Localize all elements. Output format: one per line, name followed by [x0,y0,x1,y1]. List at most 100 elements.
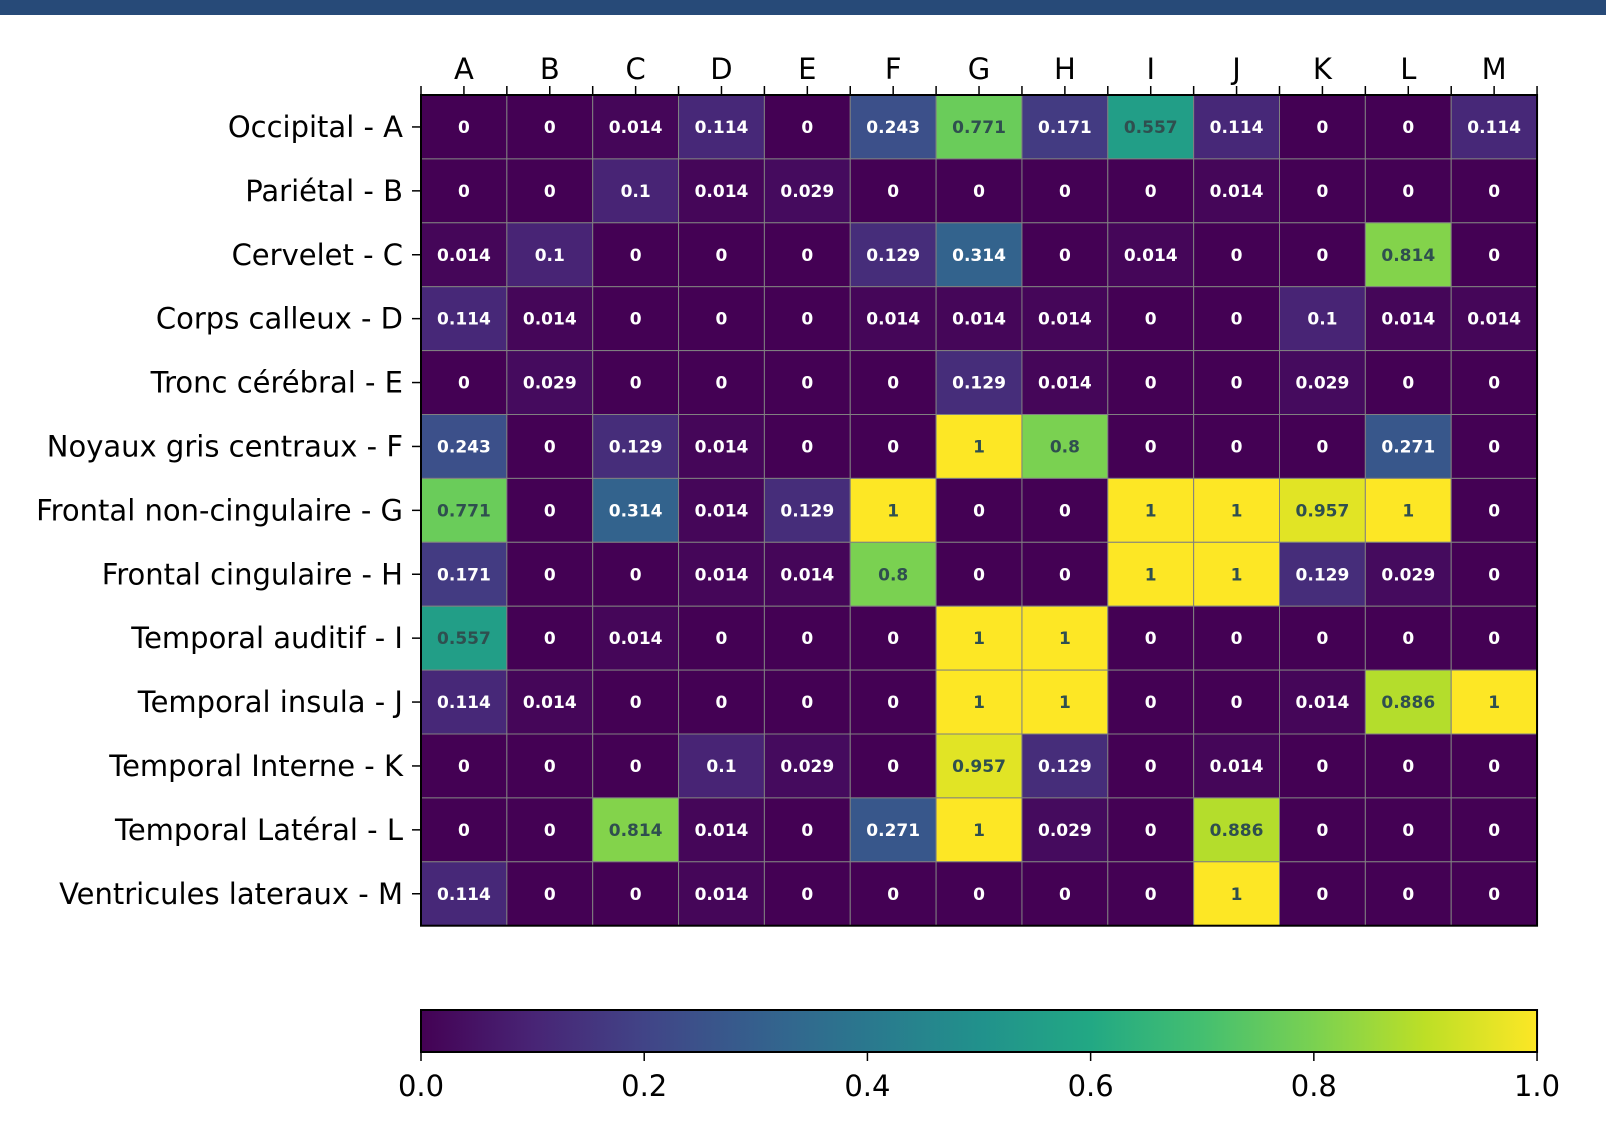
cell-value-label: 0 [801,246,813,266]
cell-value-label: 0 [1059,501,1071,521]
x-tick-label: A [454,52,474,86]
cell-value-label: 0.014 [1210,182,1264,202]
cell-value-label: 0.129 [866,246,920,266]
cell-value-label: 0.029 [780,757,834,777]
cell-value-label: 0 [1488,885,1500,905]
cell-value-label: 0.014 [523,310,577,330]
cell-value-label: 0.243 [866,118,920,138]
heatmap-cell [678,669,765,735]
heatmap-cell [678,541,765,607]
colorbar-tick-label: 0.2 [621,1069,667,1103]
header-bar [0,0,1606,15]
heatmap-cell [1107,222,1195,288]
heatmap-cell [1107,733,1195,799]
heatmap-cell [678,605,765,671]
cell-value-label: 0.129 [1038,757,1092,777]
heatmap-cell [592,222,680,288]
cell-value-label: 0.171 [1038,118,1092,138]
cell-value-label: 0.014 [695,821,749,841]
heatmap-cell [1021,222,1109,288]
cell-value-label: 0 [1317,885,1329,905]
heatmap-cell [1107,605,1195,671]
cell-value-label: 0.014 [866,310,920,330]
heatmap-cell [420,733,508,799]
cell-value-label: 1 [1231,565,1243,585]
heatmap-cell [1107,541,1195,607]
cell-value-label: 0.014 [695,501,749,521]
heatmap-cell [1364,541,1452,607]
cell-value-label: 0.014 [1038,374,1092,394]
cell-value-label: 0 [544,501,556,521]
cell-value-label: 0 [1145,437,1157,457]
cell-value-label: 0 [716,629,728,649]
heatmap-cell [763,797,851,863]
heatmap-cell [1364,286,1452,352]
y-tick-label: Temporal auditif - I [130,621,403,655]
cell-value-label: 0 [1488,182,1500,202]
heatmap-cell [1279,733,1366,799]
cell-value-label: 0 [801,437,813,457]
cell-value-label: 0 [801,629,813,649]
cell-value-label: 0 [801,693,813,713]
heatmap-cell [935,286,1023,352]
x-tick-label: J [1230,52,1241,86]
heatmap-cell [1364,669,1452,735]
cell-value-label: 0.1 [706,757,736,777]
cell-value-label: 0 [887,693,899,713]
cell-value-label: 0 [973,501,985,521]
heatmap-cell [678,414,765,479]
cell-value-label: 0 [973,565,985,585]
heatmap-cell [1364,158,1452,224]
cell-value-label: 0 [1317,118,1329,138]
y-tick-label: Corps calleux - D [156,302,403,336]
cell-value-label: 1 [1231,885,1243,905]
cell-value-label: 0.014 [952,310,1006,330]
x-tick-label: B [540,52,560,86]
heatmap-cell [592,350,680,416]
heatmap-cell [1279,286,1366,352]
heatmap-cell [849,861,937,927]
heatmap-cell [1107,94,1195,160]
cell-value-label: 0 [1145,182,1157,202]
heatmap-cell [1107,797,1195,863]
heatmap-cell [1279,797,1366,863]
heatmap-cell [1193,222,1281,288]
cell-value-label: 0 [887,374,899,394]
heatmap-cell [1279,350,1366,416]
heatmap-cell [935,541,1023,607]
heatmap-cell [592,605,680,671]
cell-value-label: 0 [630,565,642,585]
cell-value-label: 0.314 [609,501,663,521]
cell-value-label: 0.014 [1038,310,1092,330]
cell-value-label: 0.014 [437,246,491,266]
heatmap-cell [935,94,1023,160]
heatmap-cell [592,861,680,927]
heatmap-cell [506,158,594,224]
heatmap-cell [1021,414,1109,479]
colorbar-tick-label: 0.6 [1068,1069,1114,1103]
cell-value-label: 1 [887,501,899,521]
x-tick-label: E [798,52,816,86]
heatmap-cell [678,286,765,352]
cell-value-label: 0 [544,885,556,905]
cell-value-label: 0 [1145,310,1157,330]
heatmap-cell [935,797,1023,863]
heatmap-cell [1450,94,1538,160]
cell-value-label: 0 [630,757,642,777]
cell-value-label: 0.1 [1307,310,1337,330]
cell-value-label: 0 [887,182,899,202]
heatmap-cell [763,158,851,224]
cell-value-label: 1 [973,629,985,649]
cell-value-label: 0 [1145,374,1157,394]
heatmap-cell [1364,94,1452,160]
heatmap-cell [506,350,594,416]
heatmap-cell [935,605,1023,671]
x-tick-label: C [626,52,646,86]
cell-value-label: 1 [1059,629,1071,649]
cell-value-label: 0.8 [878,565,908,585]
cell-value-label: 0.271 [1381,437,1435,457]
y-tick-label: Tronc cérébral - E [150,366,403,400]
cell-value-label: 0.014 [1467,310,1521,330]
heatmap-cell [1193,669,1281,735]
cell-value-label: 0 [716,693,728,713]
